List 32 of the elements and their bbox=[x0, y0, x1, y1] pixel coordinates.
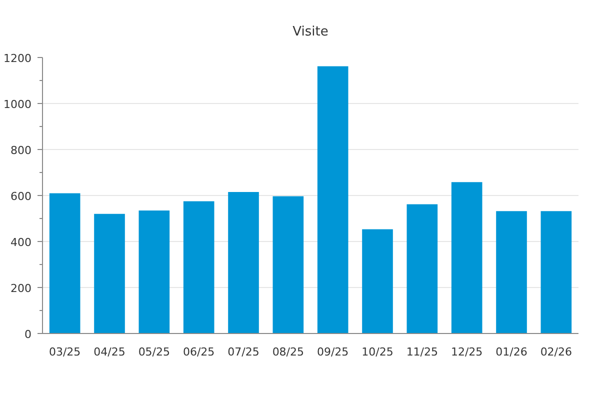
x-tick-label: 09/25 bbox=[316, 346, 349, 358]
bar bbox=[94, 214, 125, 334]
bar bbox=[362, 229, 393, 334]
x-tick-label: 08/25 bbox=[272, 346, 304, 358]
bar bbox=[272, 196, 304, 334]
x-tick-label: 04/25 bbox=[94, 346, 126, 358]
x-tick-label: 01/26 bbox=[496, 346, 528, 358]
x-tick-label: 12/25 bbox=[450, 346, 483, 358]
bar bbox=[540, 211, 572, 334]
x-tick-label: 03/25 bbox=[48, 346, 81, 358]
y-tick-label: 200 bbox=[10, 282, 32, 295]
y-tick-label: 600 bbox=[10, 190, 32, 203]
bar bbox=[317, 66, 348, 334]
bar bbox=[183, 201, 214, 334]
x-tick-label: 05/25 bbox=[138, 346, 170, 358]
x-tick-label: 07/25 bbox=[228, 346, 260, 358]
bar bbox=[49, 193, 80, 334]
y-tick-label: 0 bbox=[24, 328, 32, 341]
x-tick-label: 10/25 bbox=[362, 346, 394, 358]
y-tick-label: 1000 bbox=[4, 98, 32, 111]
bar bbox=[496, 211, 527, 334]
x-tick-label: 06/25 bbox=[182, 346, 215, 358]
y-tick-label: 1200 bbox=[4, 52, 32, 65]
chart-title: Visite bbox=[292, 24, 328, 40]
x-tick-label: 11/25 bbox=[406, 346, 438, 358]
y-tick-label: 400 bbox=[10, 236, 32, 249]
x-tick-label: 02/26 bbox=[540, 346, 572, 358]
bar bbox=[451, 182, 482, 334]
bar bbox=[138, 210, 170, 334]
bar bbox=[406, 204, 438, 334]
bar bbox=[228, 192, 259, 334]
y-tick-label: 800 bbox=[10, 144, 32, 157]
